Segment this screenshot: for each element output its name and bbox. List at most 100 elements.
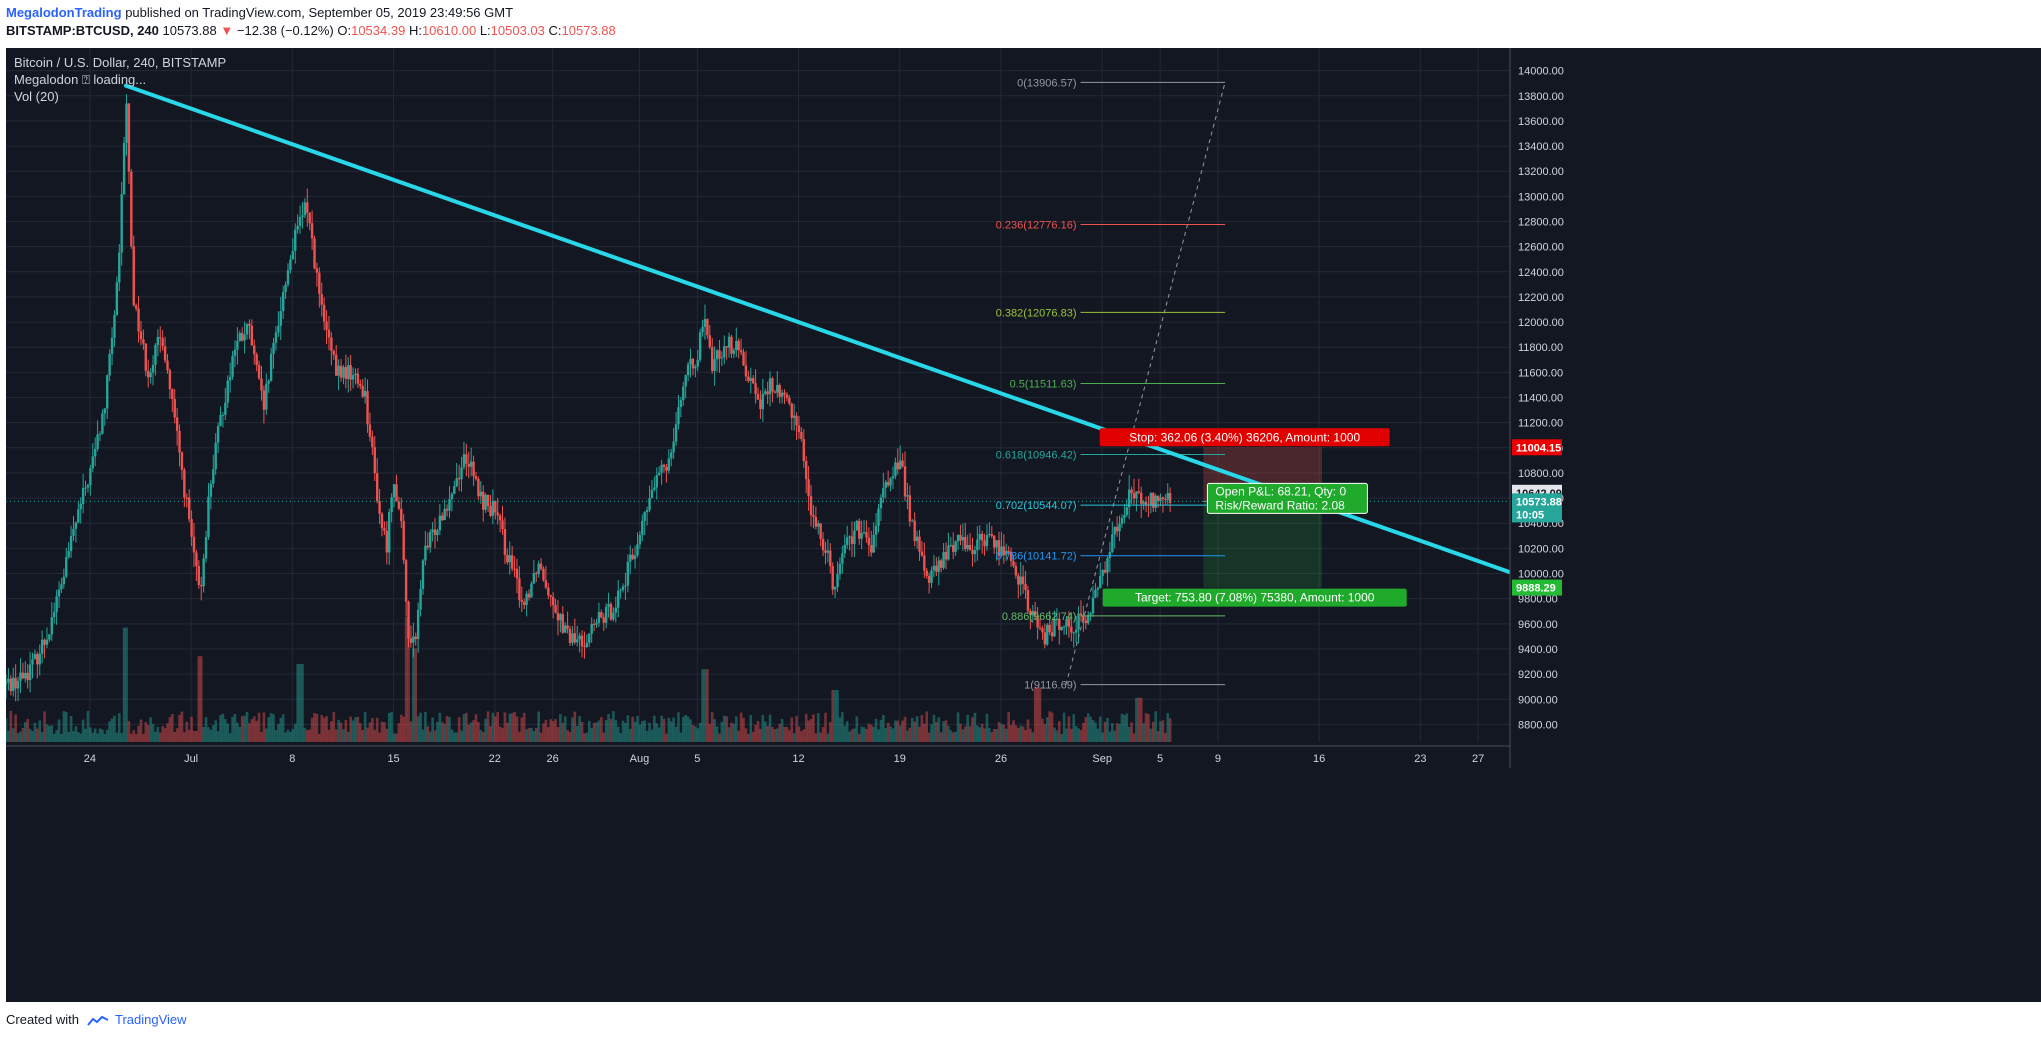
price-tag-bg[interactable]: [1512, 579, 1562, 596]
price-tick-label[interactable]: 9800.00: [1518, 594, 1558, 606]
candle-body: [388, 512, 391, 553]
target-label[interactable]: Target: 753.80 (7.08%) 75380, Amount: 10…: [1102, 588, 1407, 607]
price-tag-bg[interactable]: [1512, 439, 1562, 456]
candle-body: [932, 565, 936, 571]
time-tick-label[interactable]: 22: [489, 753, 501, 765]
price-tag-label[interactable]: 10573.88: [1516, 496, 1562, 508]
volume-bar: [428, 731, 432, 742]
candle-body: [43, 639, 46, 645]
price-tick-label[interactable]: 9400.00: [1518, 644, 1558, 656]
price-tick-label[interactable]: 12800.00: [1518, 217, 1564, 229]
price-tick-label[interactable]: 9000.00: [1518, 694, 1558, 706]
time-tick-label[interactable]: Sep: [1092, 753, 1112, 765]
price-tag-bg[interactable]: [1512, 506, 1562, 523]
price-tick-label[interactable]: 13400.00: [1518, 141, 1564, 153]
candle-body: [91, 456, 94, 469]
time-tick-label[interactable]: 9: [1215, 753, 1221, 765]
price-tick-label[interactable]: 12600.00: [1518, 242, 1564, 254]
time-tick-label[interactable]: 26: [547, 753, 559, 765]
price-tick-label[interactable]: 9200.00: [1518, 669, 1558, 681]
candle-body: [771, 378, 774, 392]
price-tag-label[interactable]: 9888.29: [1516, 583, 1556, 595]
price-tick-label[interactable]: 11200.00: [1518, 418, 1563, 430]
volume-bar: [137, 726, 140, 742]
candle-body: [935, 565, 938, 572]
time-tick-label[interactable]: 27: [1472, 753, 1484, 765]
time-tick-label[interactable]: Jul: [184, 753, 198, 765]
price-tick-label[interactable]: 10000.00: [1518, 569, 1564, 581]
position-labels[interactable]: Stop: 362.06 (3.40%) 36206, Amount: 1000…: [1099, 428, 1407, 607]
volume-bar: [195, 731, 198, 742]
time-tick-label[interactable]: 26: [995, 753, 1007, 765]
price-tag-label[interactable]: 11004.15: [1516, 442, 1561, 454]
price-tick-label[interactable]: 10200.00: [1518, 543, 1564, 555]
volume-bar: [971, 717, 974, 742]
price-tick-label[interactable]: 9600.00: [1518, 619, 1558, 631]
volume-bar: [1151, 721, 1155, 742]
time-tick-label[interactable]: 12: [792, 753, 804, 765]
time-tick-label[interactable]: 8: [289, 753, 295, 765]
price-tick-label[interactable]: 13000.00: [1518, 191, 1564, 203]
legend-volume[interactable]: Vol (20): [14, 89, 59, 104]
volume-bar: [525, 729, 528, 742]
price-tick-label[interactable]: 13200.00: [1518, 166, 1564, 178]
price-tag-label[interactable]: 10:05: [1516, 509, 1544, 521]
price-tick-label[interactable]: 14000.00: [1518, 66, 1564, 78]
candle-body: [648, 498, 651, 511]
short-position-tool[interactable]: [6, 447, 1510, 588]
volume-bar: [751, 731, 755, 742]
chart-pane[interactable]: 0(13906.57) 0.236(12776.16) 0.382(12076.83…: [6, 48, 2041, 1002]
tradingview-link[interactable]: TradingView: [115, 1012, 187, 1027]
candle-body: [291, 251, 295, 260]
price-tick-label[interactable]: 13600.00: [1518, 116, 1564, 128]
target-zone: [1203, 501, 1322, 588]
price-tag-bg[interactable]: [1512, 493, 1562, 510]
price-tick-label[interactable]: 10800.00: [1518, 468, 1564, 480]
time-tick-label[interactable]: 5: [694, 753, 700, 765]
volume-bar: [973, 712, 977, 742]
price-tick-label[interactable]: 12000.00: [1518, 317, 1564, 329]
time-tick-label[interactable]: 15: [387, 753, 399, 765]
price-tick-label[interactable]: 11400.00: [1518, 393, 1563, 405]
candle-body: [371, 436, 374, 448]
candle-body: [60, 584, 63, 590]
price-tick-label[interactable]: 12400.00: [1518, 267, 1564, 279]
time-tick-label[interactable]: 24: [84, 753, 96, 765]
volume-bar: [277, 724, 280, 742]
price-tick-label[interactable]: 11800.00: [1518, 342, 1563, 354]
candle-body: [735, 340, 738, 351]
volume-bar: [93, 728, 97, 742]
candle-body: [520, 599, 523, 603]
price-tick-label[interactable]: 11600.00: [1518, 367, 1563, 379]
price-tick-label[interactable]: 13800.00: [1518, 91, 1564, 103]
footer: Created with TradingView: [6, 1012, 187, 1027]
volume-bar: [216, 731, 220, 742]
time-tick-label[interactable]: 23: [1414, 753, 1426, 765]
price-tick-label[interactable]: 8800.00: [1518, 719, 1558, 731]
volume-bar: [638, 724, 642, 742]
candle-body: [238, 333, 241, 341]
fib-retracement[interactable]: 0(13906.57) 0.236(12776.16) 0.382(12076.83…: [996, 77, 1226, 692]
time-tick-label[interactable]: 5: [1157, 753, 1163, 765]
stop-label[interactable]: Stop: 362.06 (3.40%) 36206, Amount: 1000: [1099, 428, 1390, 447]
price-chart[interactable]: 0(13906.57) 0.236(12776.16) 0.382(12076.83…: [6, 48, 2041, 1002]
candle-body: [592, 623, 596, 625]
time-tick-label[interactable]: 16: [1313, 753, 1325, 765]
legend-indicator[interactable]: Megalodon ⍰ loading...: [14, 72, 147, 87]
axes[interactable]: 8800.00 9000.00 9200.00 9400.00 9600.00 9800.…: [6, 48, 2041, 1002]
price-tick-label[interactable]: 12200.00: [1518, 292, 1564, 304]
candle-body: [657, 472, 661, 476]
volume-bar: [187, 729, 191, 742]
time-tick-label[interactable]: 19: [894, 753, 906, 765]
time-tick-label[interactable]: Aug: [630, 753, 650, 765]
candle-body: [701, 326, 704, 333]
volume-bar: [653, 715, 656, 742]
author-link[interactable]: MegalodonTrading: [6, 5, 122, 20]
volume-bar: [568, 731, 572, 742]
candle-body: [1111, 534, 1114, 552]
candle-body: [990, 534, 993, 536]
volume-bar: [515, 716, 519, 742]
candle-body: [1120, 518, 1124, 524]
volume-bar: [648, 722, 651, 742]
volume-bar: [910, 717, 914, 742]
